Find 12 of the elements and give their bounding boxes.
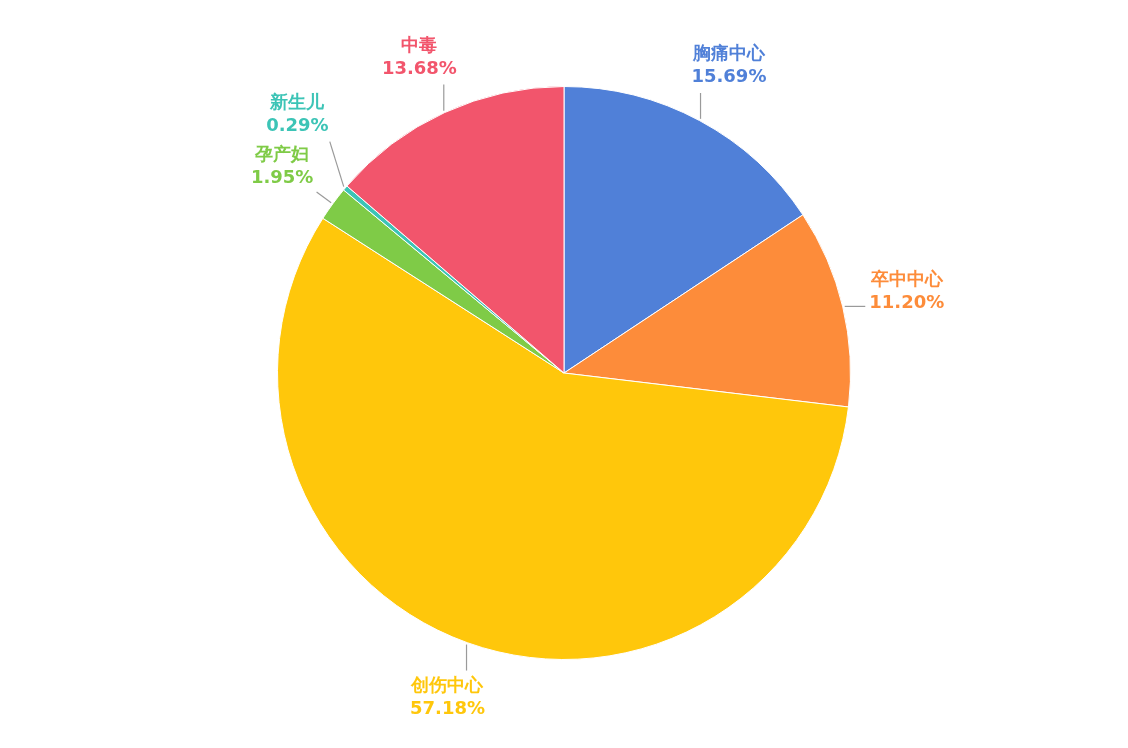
slice-label: 胸痛中心 bbox=[691, 42, 766, 64]
data-label: 13.68% bbox=[381, 56, 457, 78]
data-label: 11.20% bbox=[869, 290, 945, 312]
data-label: 1.95% bbox=[250, 165, 314, 187]
slice-label: 新生儿 bbox=[269, 90, 326, 112]
data-label: 57.18% bbox=[410, 696, 485, 718]
slice-label: 卒中中心 bbox=[869, 267, 944, 289]
data-label: 15.69% bbox=[691, 65, 767, 87]
slice-label: 孕产妇 bbox=[254, 142, 310, 164]
slice-label: 中毒 bbox=[401, 33, 438, 55]
slice-label: 创伤中心 bbox=[410, 673, 485, 695]
data-label: 0.29% bbox=[266, 113, 329, 135]
